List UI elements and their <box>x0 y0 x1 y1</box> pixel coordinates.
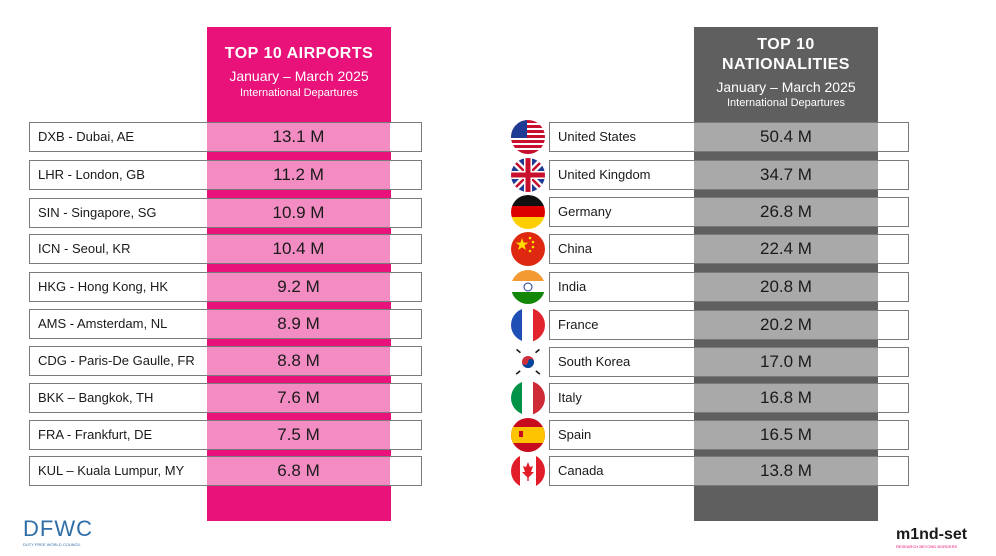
nationality-value: 13.8 M <box>694 457 878 485</box>
nationality-row: France 20.2 M <box>549 310 909 340</box>
nationality-row: United States 50.4 M <box>549 122 909 152</box>
airport-row: ICN - Seoul, KR 10.4 M <box>29 234 422 264</box>
airport-value: 7.6 M <box>207 384 390 412</box>
nationality-value: 50.4 M <box>694 123 878 151</box>
airport-name: HKG - Hong Kong, HK <box>38 279 169 294</box>
mindset-logo-tagline: RESEARCH BEYOND BORDERS <box>896 544 958 549</box>
nationality-row: Canada 13.8 M <box>549 456 909 486</box>
airport-value: 8.8 M <box>207 347 390 375</box>
airport-value: 9.2 M <box>207 273 390 301</box>
nationality-row: China 22.4 M <box>549 234 909 264</box>
mindset-logo: m1nd-set RESEARCH BEYOND BORDERS <box>896 526 976 550</box>
nationality-name: Italy <box>558 390 582 405</box>
us-flag-icon <box>511 120 545 154</box>
nationality-name: Spain <box>558 427 592 442</box>
airport-name: KUL – Kuala Lumpur, MY <box>38 463 185 478</box>
nationality-name: China <box>558 241 592 256</box>
nationality-value: 20.2 M <box>694 311 878 339</box>
spain-flag-icon <box>511 418 545 452</box>
nationality-name: Canada <box>558 463 604 478</box>
airport-row: SIN - Singapore, SG 10.9 M <box>29 198 422 228</box>
airport-value: 7.5 M <box>207 421 390 449</box>
dfwc-logo: DFWC DUTY FREE WORLD COUNCIL <box>23 516 93 550</box>
airports-subtitle: International Departures <box>239 87 358 99</box>
nationality-value: 26.8 M <box>694 198 878 226</box>
nationalities-title-line2: NATIONALITIES <box>722 56 850 73</box>
mindset-logo-text: m1nd-set <box>896 526 968 543</box>
airport-value: 11.2 M <box>207 161 390 189</box>
airport-name: DXB - Dubai, AE <box>38 129 135 144</box>
airport-row: AMS - Amsterdam, NL 8.9 M <box>29 309 422 339</box>
nationality-value: 16.5 M <box>694 421 878 449</box>
nationality-row: South Korea 17.0 M <box>549 347 909 377</box>
dfwc-logo-tagline: DUTY FREE WORLD COUNCIL <box>23 542 81 547</box>
nationality-row: United Kingdom 34.7 M <box>549 160 909 190</box>
airport-name: SIN - Singapore, SG <box>38 205 157 220</box>
nationality-name: France <box>558 317 599 332</box>
airport-value: 10.9 M <box>207 199 390 227</box>
nationalities-subtitle: International Departures <box>726 97 845 109</box>
airport-name: BKK – Bangkok, TH <box>38 390 154 405</box>
dfwc-logo-text: DFWC <box>23 516 93 541</box>
india-flag-icon <box>511 270 545 304</box>
nationalities-title-line1: TOP 10 <box>757 36 815 53</box>
nationality-name: United States <box>558 129 637 144</box>
nationality-name: India <box>558 279 587 294</box>
airport-name: AMS - Amsterdam, NL <box>38 316 168 331</box>
nationality-name: United Kingdom <box>558 167 651 182</box>
airport-value: 13.1 M <box>207 123 390 151</box>
south-korea-flag-icon <box>511 345 545 379</box>
airport-row: DXB - Dubai, AE 13.1 M <box>29 122 422 152</box>
canada-flag-icon <box>511 454 545 488</box>
nationality-row: India 20.8 M <box>549 272 909 302</box>
nationalities-period: January – March 2025 <box>716 79 856 95</box>
airport-name: FRA - Frankfurt, DE <box>38 427 153 442</box>
nationality-value: 20.8 M <box>694 273 878 301</box>
airport-row: BKK – Bangkok, TH 7.6 M <box>29 383 422 413</box>
airports-period: January – March 2025 <box>229 68 369 84</box>
airport-value: 10.4 M <box>207 235 390 263</box>
uk-flag-icon <box>511 158 545 192</box>
airport-value: 8.9 M <box>207 310 390 338</box>
nationality-row: Italy 16.8 M <box>549 383 909 413</box>
airport-name: ICN - Seoul, KR <box>38 241 131 256</box>
airport-value: 6.8 M <box>207 457 390 485</box>
france-flag-icon <box>511 308 545 342</box>
airport-row: HKG - Hong Kong, HK 9.2 M <box>29 272 422 302</box>
germany-flag-icon <box>511 195 545 229</box>
airport-row: FRA - Frankfurt, DE 7.5 M <box>29 420 422 450</box>
nationality-value: 17.0 M <box>694 348 878 376</box>
nationality-value: 22.4 M <box>694 235 878 263</box>
nationality-value: 16.8 M <box>694 384 878 412</box>
nationality-name: South Korea <box>558 354 631 369</box>
nationality-row: Germany 26.8 M <box>549 197 909 227</box>
airport-row: KUL – Kuala Lumpur, MY 6.8 M <box>29 456 422 486</box>
airport-row: LHR - London, GB 11.2 M <box>29 160 422 190</box>
airport-name: CDG - Paris-De Gaulle, FR <box>38 353 195 368</box>
italy-flag-icon <box>511 381 545 415</box>
airports-title: TOP 10 AIRPORTS <box>224 45 374 62</box>
airport-row: CDG - Paris-De Gaulle, FR 8.8 M <box>29 346 422 376</box>
airport-name: LHR - London, GB <box>38 167 145 182</box>
nationality-name: Germany <box>558 204 612 219</box>
nationality-value: 34.7 M <box>694 161 878 189</box>
nationality-row: Spain 16.5 M <box>549 420 909 450</box>
china-flag-icon <box>511 232 545 266</box>
